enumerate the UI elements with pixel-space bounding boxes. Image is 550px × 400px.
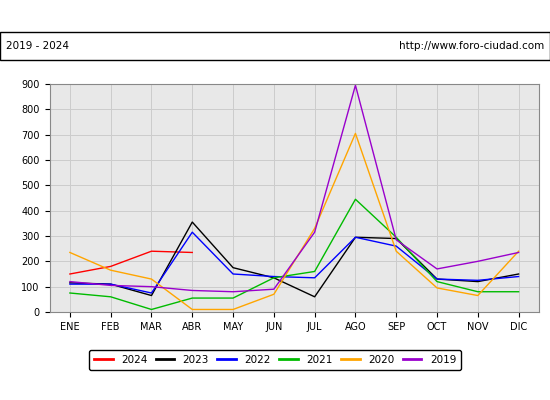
Text: Evolucion Nº Turistas Nacionales en el municipio de Barruecopardo: Evolucion Nº Turistas Nacionales en el m… <box>40 10 510 22</box>
Text: 2019 - 2024: 2019 - 2024 <box>6 41 69 51</box>
Legend: 2024, 2023, 2022, 2021, 2020, 2019: 2024, 2023, 2022, 2021, 2020, 2019 <box>89 350 461 370</box>
Text: http://www.foro-ciudad.com: http://www.foro-ciudad.com <box>399 41 544 51</box>
